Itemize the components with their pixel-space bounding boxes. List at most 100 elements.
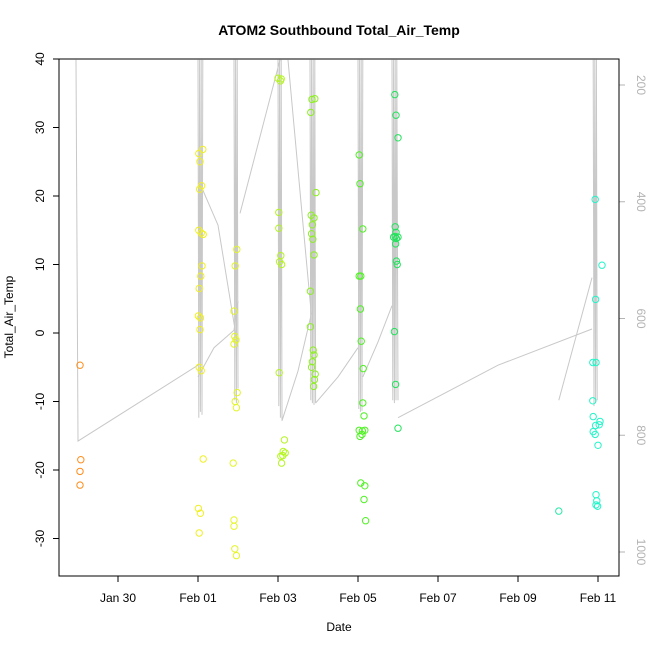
data-point — [277, 75, 285, 83]
data-point — [596, 417, 604, 426]
data-point — [275, 369, 283, 377]
data-point — [555, 507, 563, 515]
data-point — [199, 455, 207, 463]
data-point — [311, 370, 319, 378]
data-point — [231, 262, 239, 270]
data-point — [232, 551, 241, 560]
right-axis-line — [197, 59, 204, 418]
y-tick-label: -10 — [33, 393, 47, 411]
data-point — [357, 337, 365, 345]
data-point — [391, 380, 400, 389]
x-tick-label: Feb 03 — [259, 591, 297, 605]
plot-frame — [58, 58, 620, 577]
x-tick-label: Jan 30 — [100, 591, 136, 605]
right-axis-line — [287, 59, 312, 313]
right-tick-label: 200 — [634, 75, 648, 95]
data-point — [591, 421, 600, 430]
data-point — [310, 251, 318, 259]
data-point — [356, 180, 364, 188]
x-axis-label: Date — [326, 620, 352, 634]
right-axis-line — [281, 312, 313, 421]
data-point — [394, 424, 402, 432]
data-point — [196, 158, 204, 166]
data-point — [392, 257, 401, 265]
data-point — [231, 332, 239, 341]
right-axis-line — [391, 59, 399, 404]
data-point — [233, 245, 241, 254]
data-point — [307, 363, 316, 371]
data-point — [275, 208, 283, 217]
data-point — [197, 272, 205, 280]
data-point — [391, 90, 399, 99]
data-point — [232, 336, 240, 344]
data-point — [309, 346, 317, 354]
data-point — [360, 495, 368, 504]
data-point — [231, 545, 239, 553]
data-point — [589, 358, 597, 367]
right-axis-line — [233, 59, 239, 404]
data-point — [393, 260, 401, 269]
data-point — [357, 272, 365, 280]
data-point — [197, 367, 205, 375]
right-axis-line — [75, 59, 199, 443]
data-point — [233, 388, 241, 397]
data-point — [308, 358, 317, 366]
y-tick-label: 20 — [33, 189, 47, 203]
data-point — [309, 382, 318, 391]
data-point — [76, 361, 84, 369]
data-point — [307, 230, 316, 238]
data-point — [360, 412, 368, 420]
data-point — [361, 517, 370, 525]
right-axis-line — [239, 59, 281, 214]
data-point — [355, 151, 363, 159]
data-point — [598, 261, 606, 269]
data-point — [195, 149, 203, 158]
data-point — [277, 459, 286, 467]
data-point — [593, 502, 602, 510]
chart-title: ATOM2 Southbound Total_Air_Temp — [218, 22, 460, 38]
data-point — [230, 340, 238, 348]
data-point — [592, 358, 600, 367]
y-tick-label: 30 — [33, 121, 47, 135]
data-point — [194, 504, 203, 513]
right-tick-label: 1000 — [634, 539, 648, 566]
right-axis-line — [277, 59, 283, 421]
data-point — [593, 497, 601, 505]
data-point — [195, 529, 203, 537]
data-point — [275, 224, 283, 232]
y-tick-label: -20 — [33, 461, 47, 479]
y-tick-label: 0 — [33, 329, 47, 336]
data-point — [198, 262, 206, 270]
data-point — [591, 295, 600, 304]
data-point — [199, 230, 207, 239]
data-point — [359, 225, 367, 233]
data-point — [356, 432, 364, 441]
data-point — [196, 325, 204, 334]
right-tick-label: 600 — [634, 308, 648, 328]
data-point — [195, 284, 203, 293]
data-point — [308, 221, 317, 229]
data-point — [197, 229, 205, 237]
right-axis-line — [558, 277, 593, 401]
data-point — [77, 456, 85, 464]
data-point — [230, 307, 238, 315]
right-tick-label: 800 — [634, 425, 648, 445]
data-point — [232, 404, 241, 412]
x-tick-label: Feb 07 — [419, 591, 457, 605]
y-tick-label: 10 — [33, 258, 47, 272]
right-axis-line — [309, 59, 317, 405]
data-point — [394, 134, 402, 142]
data-point — [197, 182, 206, 190]
right-axis-lines — [75, 59, 598, 443]
data-point — [306, 287, 315, 295]
right-axis-line — [202, 189, 239, 348]
data-point — [308, 95, 316, 104]
y-axis-label: Total_Air_Temp — [2, 275, 16, 358]
data-point — [592, 491, 600, 499]
data-point — [359, 364, 367, 373]
data-point — [230, 516, 238, 524]
data-point — [594, 441, 602, 449]
data-point — [589, 412, 597, 421]
data-point — [392, 234, 401, 243]
data-point — [589, 397, 597, 405]
